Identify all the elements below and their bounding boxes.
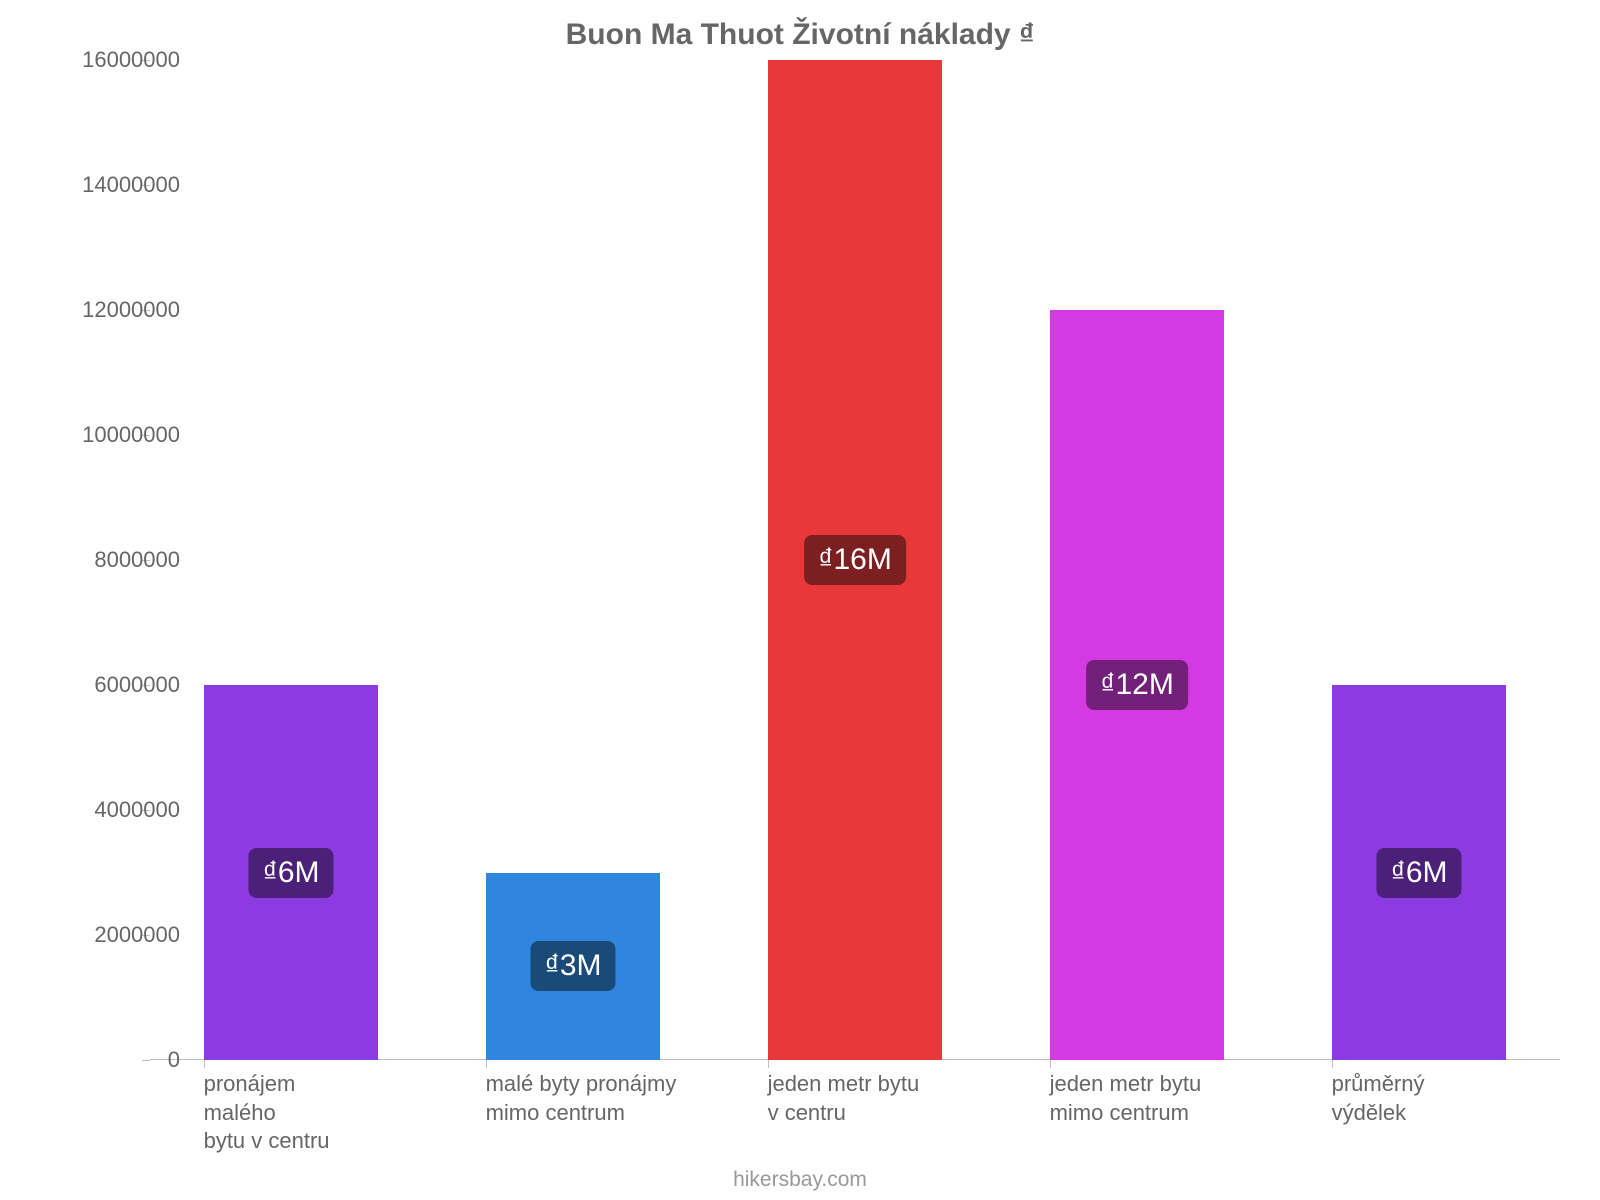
plot-area: ₫6M ₫3M ₫16M ₫12M ₫6M bbox=[150, 60, 1560, 1060]
y-tick-label: 10000000 bbox=[50, 422, 180, 448]
y-tick-label: 8000000 bbox=[50, 547, 180, 573]
y-tick-label: 12000000 bbox=[50, 297, 180, 323]
bar: ₫6M bbox=[1332, 685, 1507, 1060]
bar-value-badge: ₫16M bbox=[804, 535, 906, 585]
credit-text: hikersbay.com bbox=[0, 1168, 1600, 1192]
bar: ₫16M bbox=[768, 60, 943, 1060]
chart-container: Buon Ma Thuot Životní náklady ₫ ₫6M ₫3M ₫1… bbox=[0, 0, 1600, 1200]
x-axis-label: malé byty pronájmy mimo centrum bbox=[486, 1070, 740, 1127]
y-tick-label: 0 bbox=[50, 1047, 180, 1073]
y-tick-label: 16000000 bbox=[50, 47, 180, 73]
bar-value-badge: ₫3M bbox=[530, 941, 615, 991]
x-axis-label: průměrný výdělek bbox=[1332, 1070, 1586, 1127]
x-axis-label: jeden metr bytu mimo centrum bbox=[1050, 1070, 1304, 1127]
y-tick-label: 4000000 bbox=[50, 797, 180, 823]
x-axis-label: pronájem malého bytu v centru bbox=[204, 1070, 458, 1156]
bar-value-badge: ₫6M bbox=[248, 848, 333, 898]
chart-title: Buon Ma Thuot Životní náklady ₫ bbox=[0, 0, 1600, 52]
bars-group: ₫6M ₫3M ₫16M ₫12M ₫6M bbox=[150, 60, 1560, 1060]
x-tick-mark bbox=[1050, 1060, 1051, 1068]
bar-value-badge: ₫12M bbox=[1086, 660, 1188, 710]
x-tick-mark bbox=[486, 1060, 487, 1068]
x-tick-mark bbox=[1332, 1060, 1333, 1068]
bar: ₫12M bbox=[1050, 310, 1225, 1060]
x-tick-mark bbox=[768, 1060, 769, 1068]
x-axis-label: jeden metr bytu v centru bbox=[768, 1070, 1022, 1127]
bar: ₫3M bbox=[486, 873, 661, 1061]
y-tick-label: 2000000 bbox=[50, 922, 180, 948]
y-tick-label: 14000000 bbox=[50, 172, 180, 198]
bar: ₫6M bbox=[204, 685, 379, 1060]
y-tick-label: 6000000 bbox=[50, 672, 180, 698]
bar-value-badge: ₫6M bbox=[1376, 848, 1461, 898]
x-tick-mark bbox=[204, 1060, 205, 1068]
